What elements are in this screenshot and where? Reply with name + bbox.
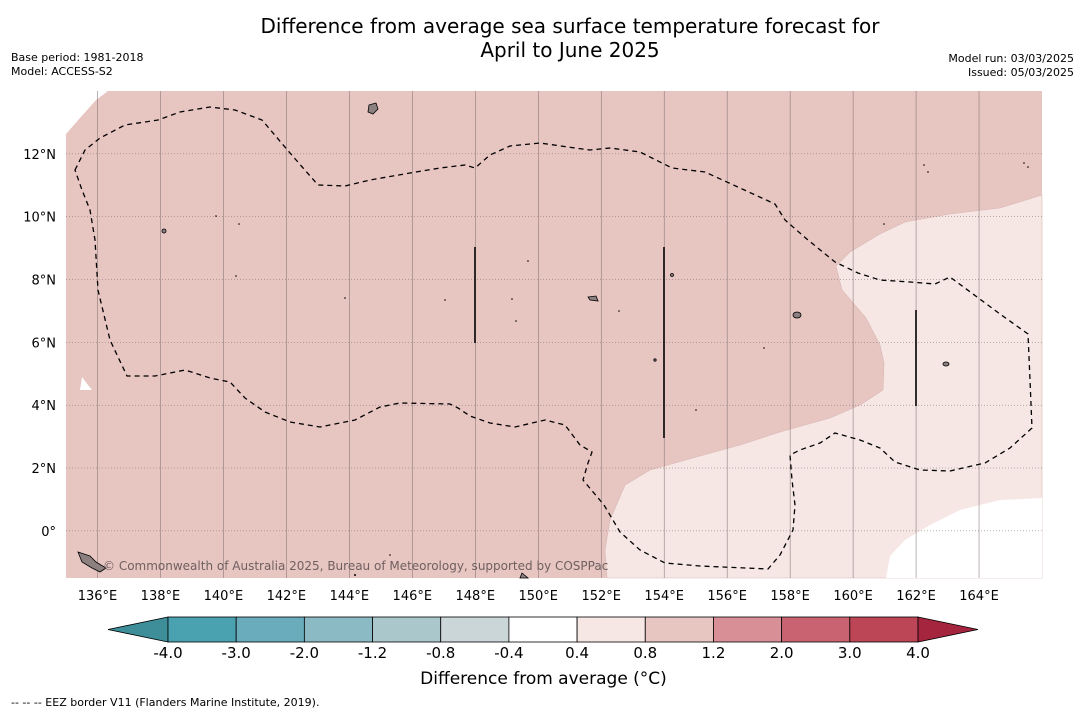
islet bbox=[695, 409, 697, 411]
islet bbox=[618, 310, 620, 312]
longitude-label: 154°E bbox=[644, 589, 684, 604]
colorbar-title: Difference from average (°C) bbox=[420, 669, 667, 689]
colorbar-swatch bbox=[644, 616, 714, 643]
islets bbox=[215, 162, 1029, 576]
title-line-2: April to June 2025 bbox=[480, 38, 660, 62]
anomaly-patch-west bbox=[80, 377, 92, 390]
islet bbox=[883, 223, 885, 225]
longitude-label: 160°E bbox=[833, 589, 873, 604]
colorbar bbox=[107, 616, 979, 643]
islet bbox=[444, 299, 446, 301]
colorbar-swatch bbox=[235, 616, 305, 643]
colorbar-swatch bbox=[713, 616, 783, 643]
longitude-label: 146°E bbox=[393, 589, 433, 604]
colorbar-tick-label: 4.0 bbox=[906, 644, 930, 662]
latitude-label: 10°N bbox=[23, 211, 56, 226]
island-d bbox=[653, 358, 657, 362]
colorbar-tick-label: -1.2 bbox=[357, 644, 388, 662]
islet bbox=[389, 554, 391, 556]
map-credit: © Commonwealth of Australia 2025, Bureau… bbox=[103, 559, 608, 573]
colorbar-swatch bbox=[576, 616, 646, 643]
colorbar-swatch bbox=[372, 616, 442, 643]
islet bbox=[1027, 166, 1029, 168]
longitude-labels: 136°E 138°E 140°E 142°E 144°E 146°E 148°E 150°E… bbox=[78, 589, 999, 604]
islet bbox=[215, 215, 217, 217]
islet bbox=[527, 260, 529, 262]
island-a bbox=[161, 228, 167, 234]
longitude-label: 156°E bbox=[707, 589, 747, 604]
latitude-labels: 12°N 10°N 8°N 6°N 4°N 2°N 0° bbox=[23, 148, 56, 540]
islet bbox=[354, 574, 356, 576]
colorbar-tick-label: -3.0 bbox=[221, 644, 251, 662]
latitude-label: 2°N bbox=[32, 462, 57, 477]
longitude-label: 152°E bbox=[581, 589, 621, 604]
colorbar-swatch bbox=[781, 616, 851, 643]
longitude-label: 150°E bbox=[518, 589, 558, 604]
base-period: Base period: 1981-2018 bbox=[11, 51, 144, 64]
colorbar-tick-label: -2.0 bbox=[289, 644, 319, 662]
islet bbox=[923, 164, 925, 166]
islet bbox=[927, 171, 929, 173]
island-kosrae bbox=[942, 361, 950, 367]
meta-right: Model run: 03/03/2025 Issued: 05/03/2025 bbox=[948, 52, 1074, 80]
anomaly-region-white-nw bbox=[66, 91, 108, 134]
latitude-label: 12°N bbox=[23, 148, 56, 163]
eez-border bbox=[74, 106, 1033, 570]
colorbar-tick-label: -0.4 bbox=[494, 644, 524, 662]
colorbar-tick-label: 3.0 bbox=[837, 644, 862, 662]
meta-left: Base period: 1981-2018 Model: ACCESS-S2 bbox=[11, 51, 143, 79]
islet bbox=[763, 347, 765, 349]
colorbar-swatch bbox=[440, 616, 510, 643]
longitude-label: 148°E bbox=[456, 589, 496, 604]
longitude-label: 164°E bbox=[959, 589, 999, 604]
longitude-label: 162°E bbox=[896, 589, 936, 604]
islet bbox=[511, 298, 513, 300]
island-c bbox=[670, 273, 674, 277]
colorbar-swatch bbox=[849, 616, 919, 643]
issued-date: Issued: 05/03/2025 bbox=[967, 66, 1074, 79]
colorbar-extend-high bbox=[917, 616, 979, 643]
island-guam bbox=[367, 102, 379, 115]
longitude-label: 138°E bbox=[141, 589, 181, 604]
islet bbox=[235, 275, 237, 277]
islet bbox=[1023, 162, 1025, 164]
model-run: Model run: 03/03/2025 bbox=[948, 52, 1074, 65]
island-new-guinea-coast bbox=[77, 551, 107, 573]
colorbar-tick-label: 2.0 bbox=[769, 644, 794, 662]
anomaly-region-neutral bbox=[886, 498, 1042, 578]
latitude-label: 0° bbox=[41, 525, 56, 540]
longitude-label: 144°E bbox=[330, 589, 370, 604]
longitude-label: 158°E bbox=[770, 589, 810, 604]
islet bbox=[238, 223, 240, 225]
colorbar-tick-label: 0.4 bbox=[565, 644, 589, 662]
title-line-1: Difference from average sea surface temp… bbox=[260, 14, 880, 38]
colorbar-tick-label: -0.8 bbox=[426, 644, 456, 662]
longitude-label: 140°E bbox=[204, 589, 244, 604]
island-e bbox=[519, 572, 530, 579]
chart-title: Difference from average sea surface temp… bbox=[170, 14, 970, 62]
latitude-label: 8°N bbox=[32, 274, 57, 289]
colorbar-extend-low bbox=[107, 616, 169, 643]
island-pohnpei bbox=[792, 311, 802, 319]
latitude-label: 6°N bbox=[32, 336, 57, 351]
colorbar-tick-label: -4.0 bbox=[153, 644, 183, 662]
anomaly-region-0p4-0p8 bbox=[604, 194, 1043, 579]
latitude-label: 4°N bbox=[32, 399, 57, 414]
colorbar-tick-label: 1.2 bbox=[701, 644, 726, 662]
islands bbox=[77, 102, 950, 579]
islet bbox=[344, 297, 346, 299]
longitude-label: 142°E bbox=[267, 589, 307, 604]
model-name: Model: ACCESS-S2 bbox=[11, 65, 113, 78]
islet bbox=[515, 320, 517, 322]
footnote-eez: -- -- -- EEZ border V11 (Flanders Marine… bbox=[11, 696, 320, 709]
longitude-label: 136°E bbox=[78, 589, 118, 604]
island-b bbox=[587, 295, 599, 302]
colorbar-swatch bbox=[508, 616, 578, 643]
colorbar-swatch bbox=[167, 616, 237, 643]
colorbar-swatch bbox=[303, 616, 373, 643]
colorbar-tick-label: 0.8 bbox=[633, 644, 658, 662]
